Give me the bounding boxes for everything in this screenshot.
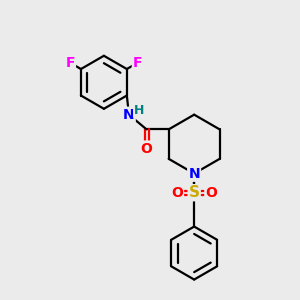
Text: O: O (205, 186, 217, 200)
Text: H: H (134, 104, 144, 117)
Text: O: O (141, 142, 152, 155)
Text: N: N (188, 167, 200, 181)
Text: F: F (133, 56, 142, 70)
Text: S: S (189, 185, 200, 200)
Text: N: N (188, 167, 200, 181)
Text: F: F (65, 56, 75, 70)
Text: N: N (123, 108, 135, 122)
Text: O: O (171, 186, 183, 200)
